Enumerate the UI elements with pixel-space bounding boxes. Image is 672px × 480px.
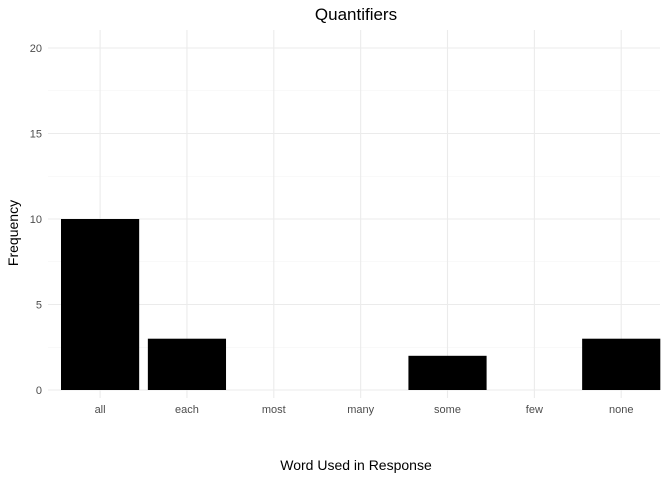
x-tick-label: each [175, 404, 199, 416]
x-tick-label: none [609, 404, 633, 416]
bar-each [147, 338, 227, 390]
x-tick-label: few [526, 404, 543, 416]
x-tick-labels: all each most many some few none [95, 404, 634, 416]
x-tick-label: some [434, 404, 461, 416]
bar-all [61, 219, 140, 390]
bars [61, 219, 661, 390]
bar-none [582, 338, 661, 390]
x-tick-label: many [347, 404, 374, 416]
x-tick-label: all [95, 404, 106, 416]
y-tick-label: 10 [30, 214, 42, 226]
bar-some [408, 355, 487, 390]
y-tick-labels: 0 5 10 15 20 [30, 43, 42, 397]
y-tick-label: 5 [36, 300, 42, 312]
y-tick-label: 0 [36, 385, 42, 397]
chart-title: Quantifiers [315, 5, 397, 24]
grid-lines [48, 30, 660, 398]
y-axis-title: Frequency [5, 200, 21, 266]
x-axis-title: Word Used in Response [280, 457, 432, 473]
x-tick-label: most [262, 404, 286, 416]
y-tick-label: 15 [30, 129, 42, 141]
y-tick-label: 20 [30, 43, 42, 55]
